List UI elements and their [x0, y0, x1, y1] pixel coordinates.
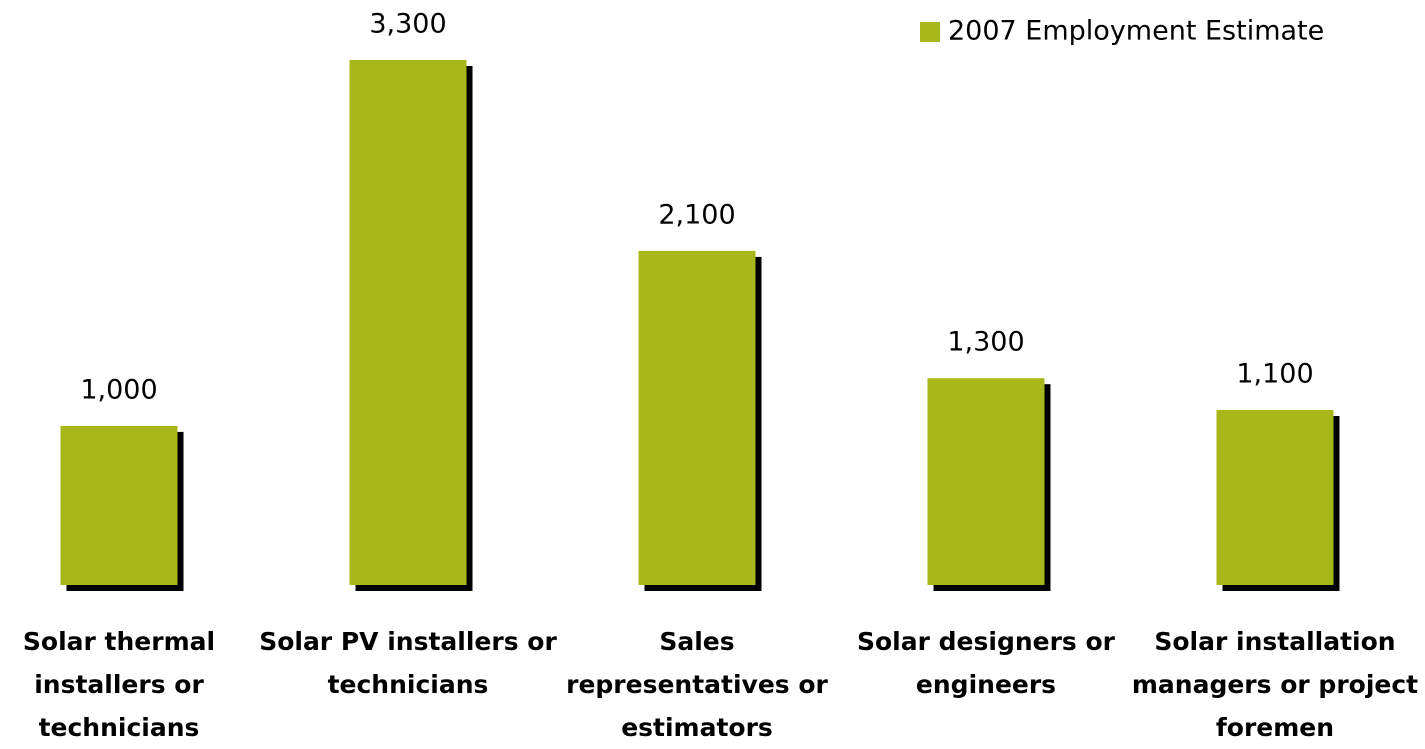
bar [349, 60, 467, 585]
value-label: 3,300 [369, 9, 446, 40]
bar [1216, 410, 1334, 585]
legend-label: 2007 Employment Estimate [948, 16, 1324, 47]
bar [60, 425, 178, 585]
x-tick-label: Sales representatives or estimators [566, 627, 828, 742]
x-tick-label: Solar designers or engineers [856, 627, 1116, 699]
value-label: 2,100 [658, 199, 735, 230]
value-label: 1,100 [1236, 359, 1313, 390]
value-label: 1,300 [947, 327, 1024, 358]
legend-swatch [920, 22, 940, 42]
value-label: 1,000 [80, 374, 157, 405]
bar [638, 250, 756, 585]
x-tick-label: Solar PV installers or technicians [259, 627, 557, 699]
x-tick-label: Solar installation managers or project f… [1131, 627, 1419, 742]
x-tick-label: Solar thermal installers or technicians [22, 627, 216, 742]
bar [927, 378, 1045, 585]
